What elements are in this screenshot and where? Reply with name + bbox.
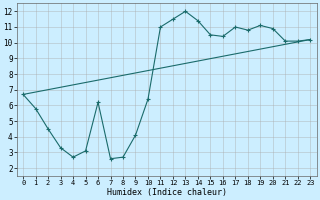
X-axis label: Humidex (Indice chaleur): Humidex (Indice chaleur) [107,188,227,197]
